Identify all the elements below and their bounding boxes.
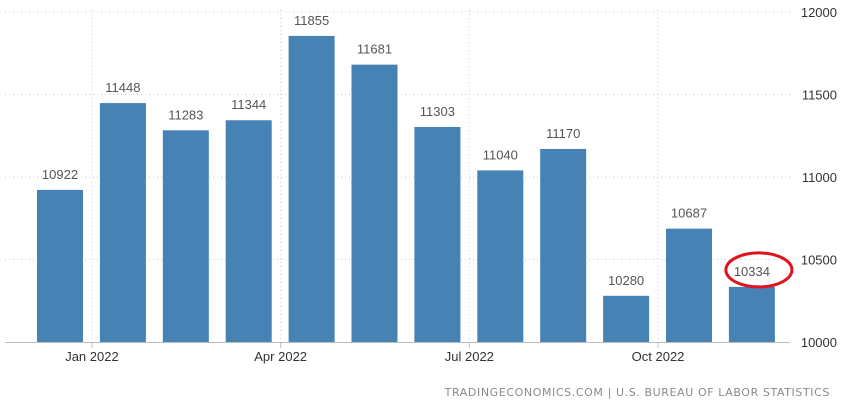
x-tick-label: Apr 2022 [254, 349, 307, 364]
x-tick-label: Oct 2022 [632, 349, 685, 364]
highlight-annotation [724, 251, 794, 289]
bar-data-label: 11344 [231, 97, 266, 112]
x-tick-label: Jan 2022 [65, 349, 119, 364]
y-tick-label: 10500 [801, 253, 837, 268]
y-axis: 10000 10500 11000 11500 12000 [801, 5, 837, 350]
bar [728, 286, 775, 342]
x-axis: Jan 2022 Apr 2022 Jul 2022 Oct 2022 [5, 342, 790, 364]
bar [288, 35, 335, 343]
bars [37, 35, 775, 343]
bar-data-label: 11283 [168, 107, 203, 122]
bar [351, 64, 398, 342]
bar-data-label: 11170 [546, 126, 580, 141]
bar-data-label: 10280 [608, 273, 644, 288]
bar [666, 228, 712, 342]
data-labels: 10922 11448 11283 11344 11855 11681 11303 11040… [42, 13, 770, 288]
bar-data-label: 11448 [105, 80, 140, 95]
y-tick-label: 11500 [802, 88, 837, 103]
bar-data-label: 11040 [483, 147, 518, 162]
bar [540, 148, 587, 342]
bar-data-label: 10922 [42, 167, 78, 182]
bar [37, 189, 83, 342]
bar [477, 170, 524, 342]
y-tick-label: 10000 [801, 335, 837, 350]
bar-data-label: 11855 [294, 13, 329, 28]
bar [603, 295, 650, 342]
bar [99, 103, 146, 342]
x-tick-label: Jul 2022 [445, 349, 494, 364]
highlight-ellipse [724, 251, 794, 289]
y-tick-label: 11000 [802, 170, 837, 185]
bar [225, 120, 272, 343]
y-tick-label: 12000 [801, 5, 837, 20]
bar [162, 130, 209, 342]
bar-data-label: 10334 [734, 264, 770, 279]
bar [414, 127, 461, 342]
bar-data-label: 10687 [671, 206, 707, 221]
bar-data-label: 11303 [420, 104, 455, 119]
source-credit: TRADINGECONOMICS.COM | U.S. BUREAU OF LA… [444, 386, 830, 399]
bar-data-label: 11681 [357, 42, 392, 57]
